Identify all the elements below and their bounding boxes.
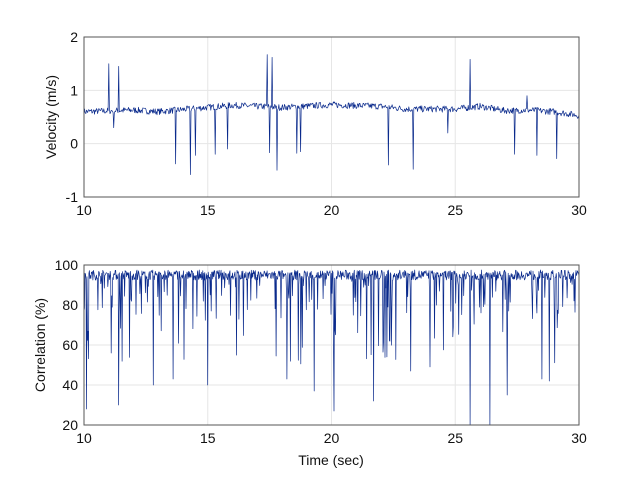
x-tick-label: 20 (324, 430, 340, 446)
x-tick-label: 30 (571, 430, 587, 446)
data-line (83, 269, 580, 426)
axes-box (83, 36, 580, 198)
y-tick-label: 100 (55, 257, 79, 273)
x-tick-label: 15 (200, 430, 216, 446)
velocity-y-axis-label: Velocity (m/s) (43, 75, 59, 159)
velocity-axes: 10 15 20 25 30 -1 0 1 2 (66, 29, 587, 218)
time-x-axis-label: Time (sec) (298, 452, 364, 468)
y-tick-label: 0 (70, 136, 78, 152)
y-tick-label: 80 (62, 297, 78, 313)
data-line (83, 54, 580, 175)
x-tick-label: 20 (324, 202, 340, 218)
y-tick-label: 40 (62, 377, 78, 393)
x-tick-label: 25 (447, 202, 463, 218)
x-tick-label: 25 (447, 430, 463, 446)
x-tick-label: 15 (200, 202, 216, 218)
y-tick-label: 2 (70, 29, 78, 45)
x-tick-label: 10 (76, 202, 92, 218)
x-tick-label: 30 (571, 202, 587, 218)
correlation-y-axis-label: Correlation (%) (32, 298, 48, 392)
y-tick-label: 20 (62, 417, 78, 433)
correlation-axes: 10 15 20 25 30 20 40 60 80 100 (55, 257, 587, 446)
y-tick-label: -1 (66, 189, 79, 205)
x-tick-label: 10 (76, 430, 92, 446)
y-tick-label: 1 (70, 82, 78, 98)
y-tick-label: 60 (62, 337, 78, 353)
axes-box (83, 264, 580, 426)
